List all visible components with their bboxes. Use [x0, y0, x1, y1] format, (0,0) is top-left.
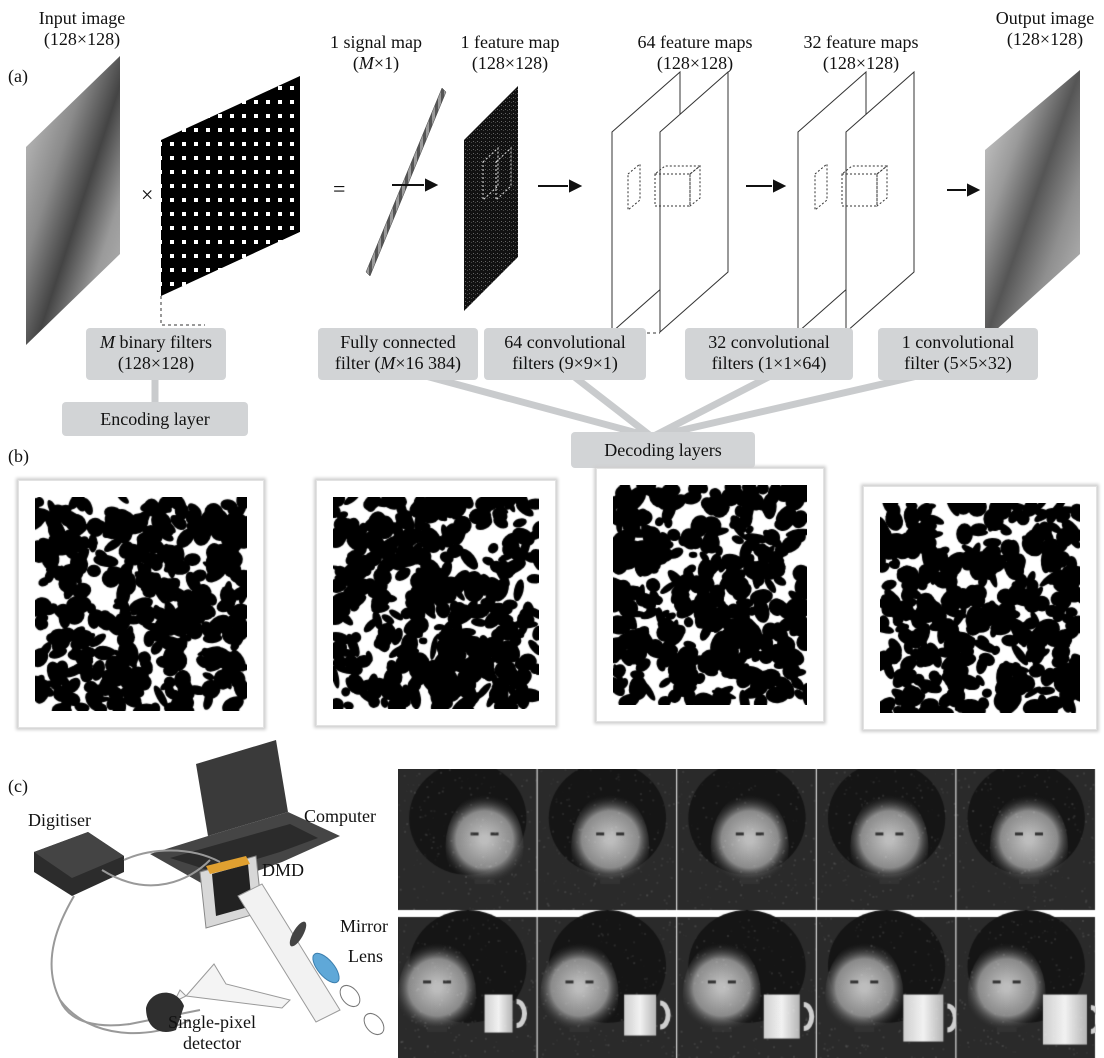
mirror-label: Mirror: [340, 916, 388, 936]
light-cone: [185, 963, 291, 1009]
feature-maps-32-label: 32 feature maps (128×128): [803, 32, 919, 73]
dmd-chip: [206, 856, 250, 874]
panel-b-letter: (b): [8, 446, 29, 466]
feature-map-1-label: 1 feature map (128×128): [460, 32, 560, 73]
binary-mask: [161, 76, 300, 296]
lens: [312, 952, 340, 984]
binary-pattern-4: [863, 486, 1097, 730]
single-pixel-detector: [146, 992, 184, 1032]
feature-map-1: [464, 86, 518, 311]
computer-label: Computer: [304, 806, 376, 826]
binary-pattern-2: [316, 480, 556, 726]
feature-maps-64-label: 64 feature maps (128×128): [637, 32, 753, 73]
reconstructed-frames: [398, 769, 1096, 1058]
conv1-filter-box: 1 convolutional filter (5×5×32): [878, 328, 1038, 380]
binary-pattern-3: [596, 468, 824, 722]
conv64-filters-box: 64 convolutional filters (9×9×1): [484, 328, 646, 380]
input-image-label: Input image (128×128): [38, 8, 126, 49]
encoding-layer-box: Encoding layer: [62, 402, 248, 436]
output-image: [985, 70, 1080, 340]
lens-label: Lens: [348, 946, 383, 966]
times-symbol: ×: [141, 182, 154, 207]
optical-tube: [237, 883, 341, 1023]
conv32-filters-box: 32 convolutional filters (1×1×64): [685, 328, 853, 380]
computer-screen: [196, 740, 288, 836]
mirror: [289, 921, 307, 947]
panel-c-letter: (c): [8, 776, 28, 796]
signal-map-strip: [365, 87, 447, 277]
panel-a-letter: (a): [8, 66, 28, 86]
binary-filters-box: M binary filters (128×128): [86, 328, 226, 380]
fully-connected-filter-box: Fully connected filter (M×16 384): [318, 328, 478, 380]
binary-pattern-1: [18, 480, 264, 728]
output-image-label: Output image (128×128): [995, 8, 1095, 49]
decoding-layers-box: Decoding layers: [571, 432, 755, 468]
dmd-label: DMD: [262, 860, 305, 880]
signal-map-label: 1 signal map (M×1): [330, 32, 422, 73]
input-image: [26, 56, 120, 345]
digitiser-label: Digitiser: [28, 810, 91, 830]
equals-symbol: =: [333, 176, 346, 201]
detector-label: Single-pixel detector: [168, 1012, 256, 1053]
